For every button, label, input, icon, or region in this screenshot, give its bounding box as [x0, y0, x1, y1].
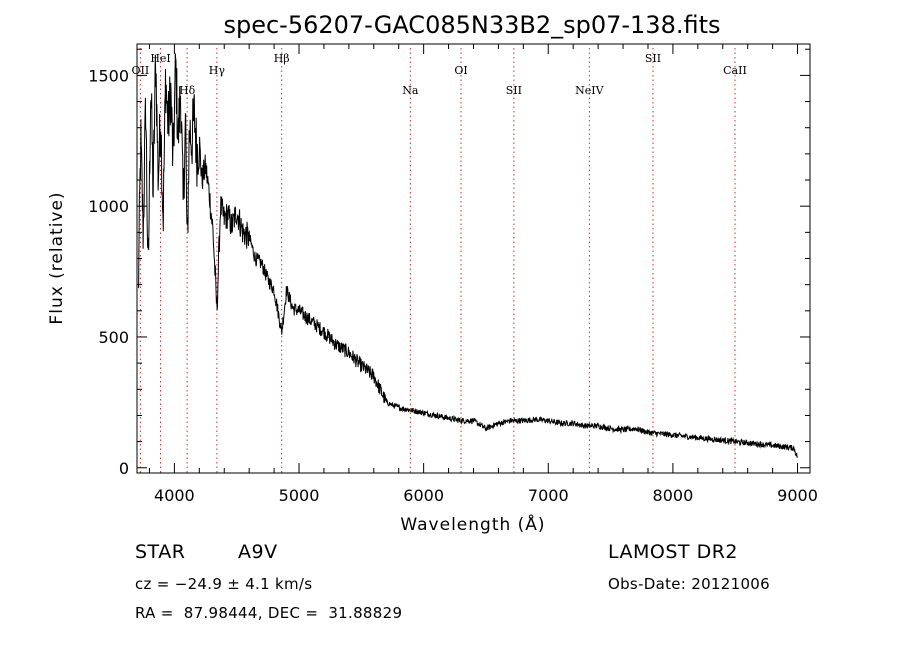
marker-label-9: SII [645, 52, 661, 65]
y-axis-ticks: 0 500 1000 1500 [88, 48, 810, 478]
marker-label-10: CaII [723, 64, 747, 77]
y-tick-label-1: 500 [98, 328, 129, 347]
marker-label-0: OII [132, 64, 150, 77]
survey-name: LAMOST DR2 [608, 541, 738, 563]
redshift-text: cz = −24.9 ± 4.1 km/s [135, 575, 313, 593]
plot-frame [136, 43, 811, 474]
x-axis-ticks: 4000 5000 6000 7000 8000 9000 [148, 44, 818, 505]
obs-date-text: Obs-Date: 20121006 [608, 575, 770, 593]
marker-label-4: Hβ [274, 52, 290, 65]
marker-label-2: Hδ [179, 84, 196, 97]
x-tick-label-5: 9000 [777, 486, 818, 505]
spectrum-line [137, 53, 798, 458]
x-tick-label-0: 4000 [154, 486, 195, 505]
marker-label-6: OI [454, 64, 467, 77]
spectral-line-markers [139, 48, 736, 473]
marker-label-5: Na [402, 84, 419, 97]
y-tick-label-3: 1500 [88, 66, 129, 85]
y-tick-label-0: 0 [119, 459, 129, 478]
marker-label-8: NeIV [575, 84, 604, 97]
y-tick-label-2: 1000 [88, 197, 129, 216]
x-axis-label: Wavelength (Å) [400, 513, 545, 535]
object-type: STAR [135, 541, 186, 563]
x-tick-label-2: 6000 [403, 486, 444, 505]
x-tick-label-4: 8000 [653, 486, 694, 505]
marker-label-7: SII [506, 84, 522, 97]
marker-label-1: HeI [150, 52, 170, 65]
marker-label-3: Hγ [209, 64, 226, 77]
x-tick-label-1: 5000 [279, 486, 320, 505]
spectral-class: A9V [238, 541, 278, 563]
coordinates-text: RA = 87.98444, DEC = 31.88829 [135, 604, 403, 622]
chart-title: spec-56207-GAC085N33B2_sp07-138.fits [223, 11, 720, 39]
x-tick-label-3: 7000 [528, 486, 569, 505]
y-axis-label: Flux (relative) [47, 191, 67, 324]
